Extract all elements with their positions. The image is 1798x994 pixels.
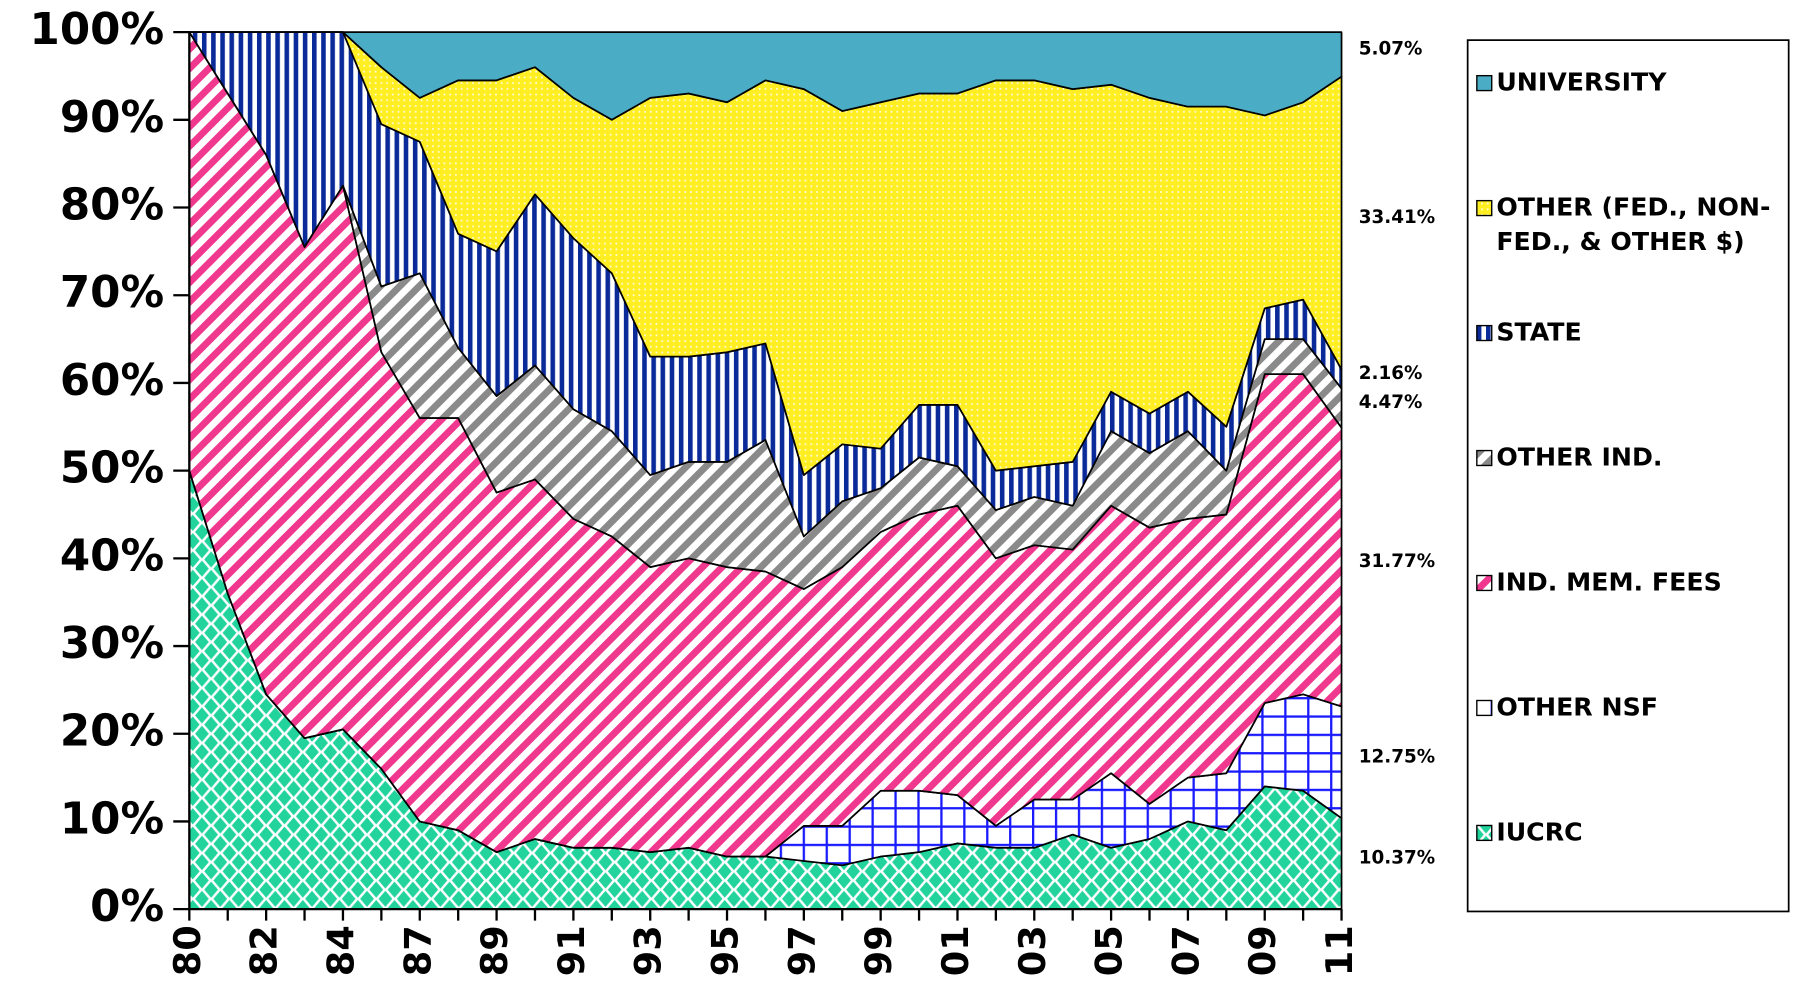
x-tick-label: 99	[857, 925, 900, 976]
x-tick-label: 80	[166, 925, 209, 976]
x-tick-label: 01	[934, 925, 977, 976]
end-label: 10.37%	[1359, 848, 1435, 869]
legend-label: IUCRC	[1496, 818, 1583, 848]
x-tick-label: 87	[396, 925, 439, 976]
legend-marker	[1476, 699, 1493, 717]
x-tick-label: 82	[243, 925, 286, 976]
y-tick-label: 40%	[60, 531, 164, 581]
legend-marker	[1476, 449, 1493, 467]
y-tick-label: 0%	[90, 882, 164, 932]
x-tick-label: 89	[473, 925, 516, 976]
legend-marker	[1476, 574, 1493, 592]
x-tick-label: 91	[550, 925, 593, 976]
legend-box	[1466, 39, 1790, 913]
end-label: 33.41%	[1359, 207, 1435, 228]
y-tick-label: 90%	[60, 93, 164, 143]
x-tick-label: 05	[1088, 925, 1131, 976]
legend-label: IND. MEM. FEES	[1496, 568, 1722, 598]
x-tick-label: 97	[780, 925, 823, 976]
legend-marker	[1476, 74, 1493, 92]
legend-marker	[1476, 199, 1493, 217]
y-tick-label: 100%	[30, 5, 165, 55]
area	[188, 31, 1343, 121]
legend-marker	[1476, 824, 1493, 842]
x-tick-label: 11	[1318, 925, 1361, 976]
y-tick-label: 10%	[60, 794, 164, 844]
end-label: 4.47%	[1359, 392, 1423, 413]
y-tick-label: 50%	[60, 444, 164, 494]
x-tick-label: 03	[1011, 925, 1054, 976]
legend-label: UNIVERSITY	[1496, 68, 1667, 98]
y-tick-label: 60%	[60, 356, 164, 406]
end-label: 12.75%	[1359, 746, 1435, 767]
legend-label: OTHER IND.	[1496, 443, 1663, 473]
x-tick-label: 93	[627, 925, 670, 976]
end-label: 2.16%	[1359, 363, 1423, 384]
legend-label: STATE	[1496, 318, 1582, 348]
y-tick-label: 80%	[60, 181, 164, 231]
x-tick-label: 84	[319, 925, 362, 976]
legend-label: OTHER (FED., NON-FED., & OTHER $)	[1496, 193, 1771, 257]
y-tick-label: 70%	[60, 268, 164, 318]
y-tick-label: 30%	[60, 619, 164, 669]
legend-label: OTHER NSF	[1496, 693, 1659, 723]
x-tick-label: 07	[1164, 925, 1207, 976]
y-tick-label: 20%	[60, 707, 164, 757]
x-tick-label: 95	[704, 925, 747, 976]
legend-marker	[1476, 324, 1493, 342]
end-label: 5.07%	[1359, 38, 1423, 59]
end-label: 31.77%	[1359, 551, 1435, 572]
x-tick-label: 09	[1241, 925, 1284, 976]
